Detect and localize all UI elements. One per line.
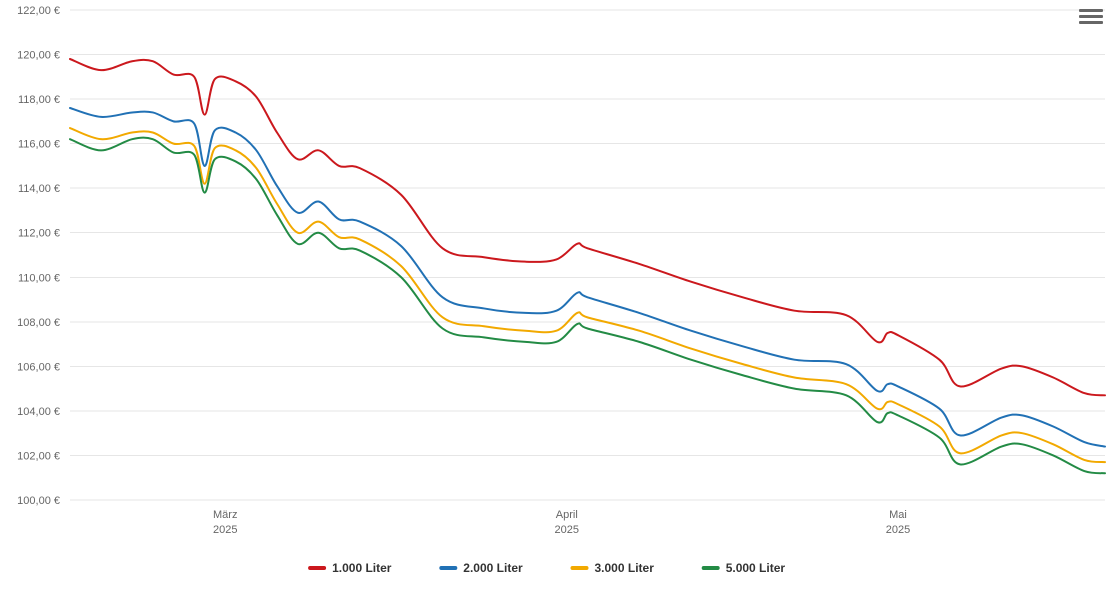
y-tick-label: 100,00 € (17, 495, 60, 507)
legend-label: 5.000 Liter (726, 561, 786, 575)
y-tick-label: 104,00 € (17, 406, 60, 418)
y-tick-label: 112,00 € (18, 228, 60, 240)
y-tick-label: 106,00 € (17, 361, 60, 373)
y-tick-label: 110,00 € (18, 272, 60, 284)
price-chart: 100,00 € 102,00 € 104,00 € 106,00 € 108,00 €… (0, 0, 1115, 608)
legend: 1.000 Liter 2.000 Liter 3.000 Liter 5.000 L… (310, 561, 785, 575)
y-tick-label: 108,00 € (17, 317, 60, 329)
chart-svg: 100,00 € 102,00 € 104,00 € 106,00 € 108,00 €… (0, 0, 1115, 608)
legend-item[interactable]: 1.000 Liter (310, 561, 392, 575)
series-line[interactable] (70, 59, 1105, 395)
y-tick-label: 116,00 € (18, 139, 60, 151)
legend-label: 1.000 Liter (332, 561, 392, 575)
x-tick-sublabel: 2025 (555, 524, 579, 536)
x-tick-sublabel: 2025 (213, 524, 237, 536)
legend-item[interactable]: 3.000 Liter (573, 561, 655, 575)
legend-item[interactable]: 2.000 Liter (441, 561, 523, 575)
legend-label: 3.000 Liter (595, 561, 655, 575)
y-tick-label: 122,00 € (17, 5, 60, 17)
x-tick-label: Mai (889, 509, 907, 521)
y-tick-label: 102,00 € (17, 450, 60, 462)
x-tick-label: April (556, 509, 578, 521)
y-tick-label: 120,00 € (17, 50, 60, 62)
x-tick-sublabel: 2025 (886, 524, 910, 536)
chart-menu-icon[interactable] (1079, 6, 1103, 28)
y-tick-label: 114,00 € (18, 183, 60, 195)
x-tick-label: März (213, 509, 237, 521)
series-line[interactable] (70, 128, 1105, 462)
y-tick-label: 118,00 € (18, 94, 60, 106)
legend-item[interactable]: 5.000 Liter (704, 561, 786, 575)
legend-label: 2.000 Liter (463, 561, 523, 575)
